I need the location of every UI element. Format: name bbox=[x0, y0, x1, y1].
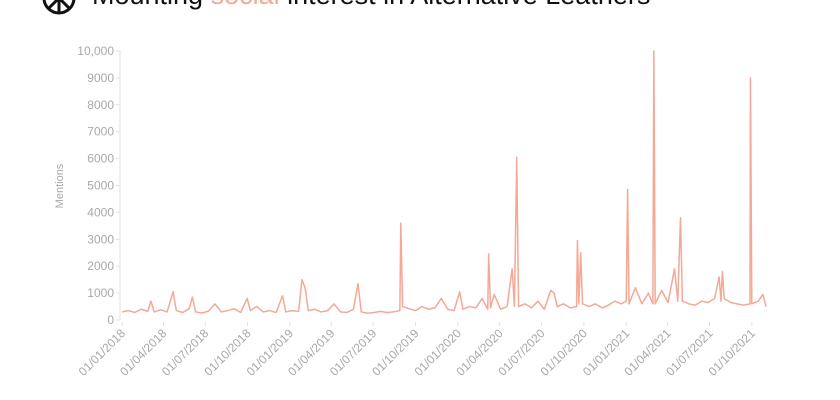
y-tick-label: 9000 bbox=[87, 71, 114, 85]
y-tick-label: 7000 bbox=[87, 125, 114, 139]
y-tick-label: 3000 bbox=[87, 232, 114, 246]
y-tick-label: 8000 bbox=[87, 98, 114, 112]
y-tick-label: 4000 bbox=[87, 205, 114, 219]
title-part: Mounting bbox=[92, 0, 203, 10]
chart-title: Mounting social interest in Alternative … bbox=[92, 0, 650, 10]
y-axis-label: Mentions bbox=[54, 163, 66, 208]
y-tick-label: 6000 bbox=[87, 152, 114, 166]
y-tick-label: 5000 bbox=[87, 179, 114, 193]
y-tick-label: 2000 bbox=[87, 259, 114, 273]
title-part: interest in Alternative Leathers bbox=[287, 0, 650, 10]
logo bbox=[42, 0, 76, 15]
y-tick-label: 1000 bbox=[87, 286, 114, 300]
title-highlight: social bbox=[211, 0, 280, 10]
y-tick-label: 0 bbox=[107, 313, 114, 327]
line bbox=[121, 50, 767, 315]
x-tick-label: 01/10/2021 bbox=[706, 326, 759, 379]
y-tick-label: 10,000 bbox=[77, 44, 114, 58]
